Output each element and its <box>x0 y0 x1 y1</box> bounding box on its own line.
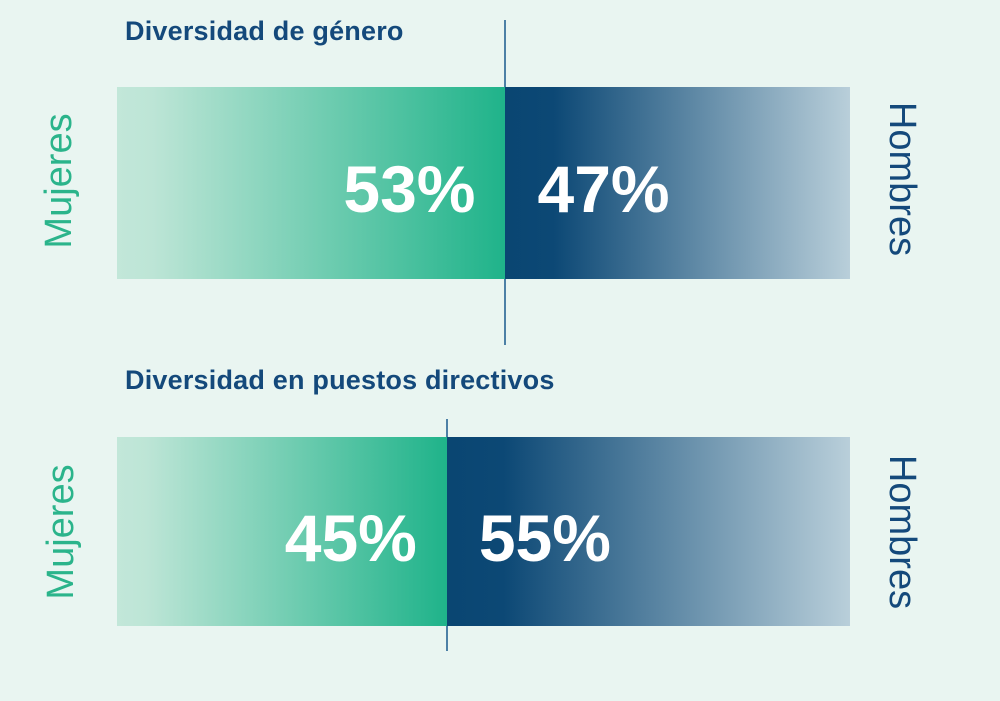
stacked-bar: 53% 47% <box>117 87 850 279</box>
men-value-label: 47% <box>537 152 670 226</box>
men-axis-label: Hombres <box>881 101 923 257</box>
men-value-label: 55% <box>478 500 611 575</box>
women-value-label: 45% <box>284 500 417 575</box>
women-value-label: 53% <box>343 152 476 226</box>
chart-title: Diversidad de género <box>125 16 404 46</box>
stacked-bar: 45% 55% <box>117 437 850 626</box>
women-axis-label: Mujeres <box>38 113 80 249</box>
men-segment: 55% <box>446 437 850 626</box>
women-segment: 53% <box>117 87 506 279</box>
chart-title: Diversidad en puestos directivos <box>125 365 555 395</box>
women-segment: 45% <box>117 437 447 626</box>
women-axis-label: Mujeres <box>40 464 82 600</box>
men-segment: 47% <box>505 87 850 279</box>
men-axis-label: Hombres <box>881 454 923 610</box>
